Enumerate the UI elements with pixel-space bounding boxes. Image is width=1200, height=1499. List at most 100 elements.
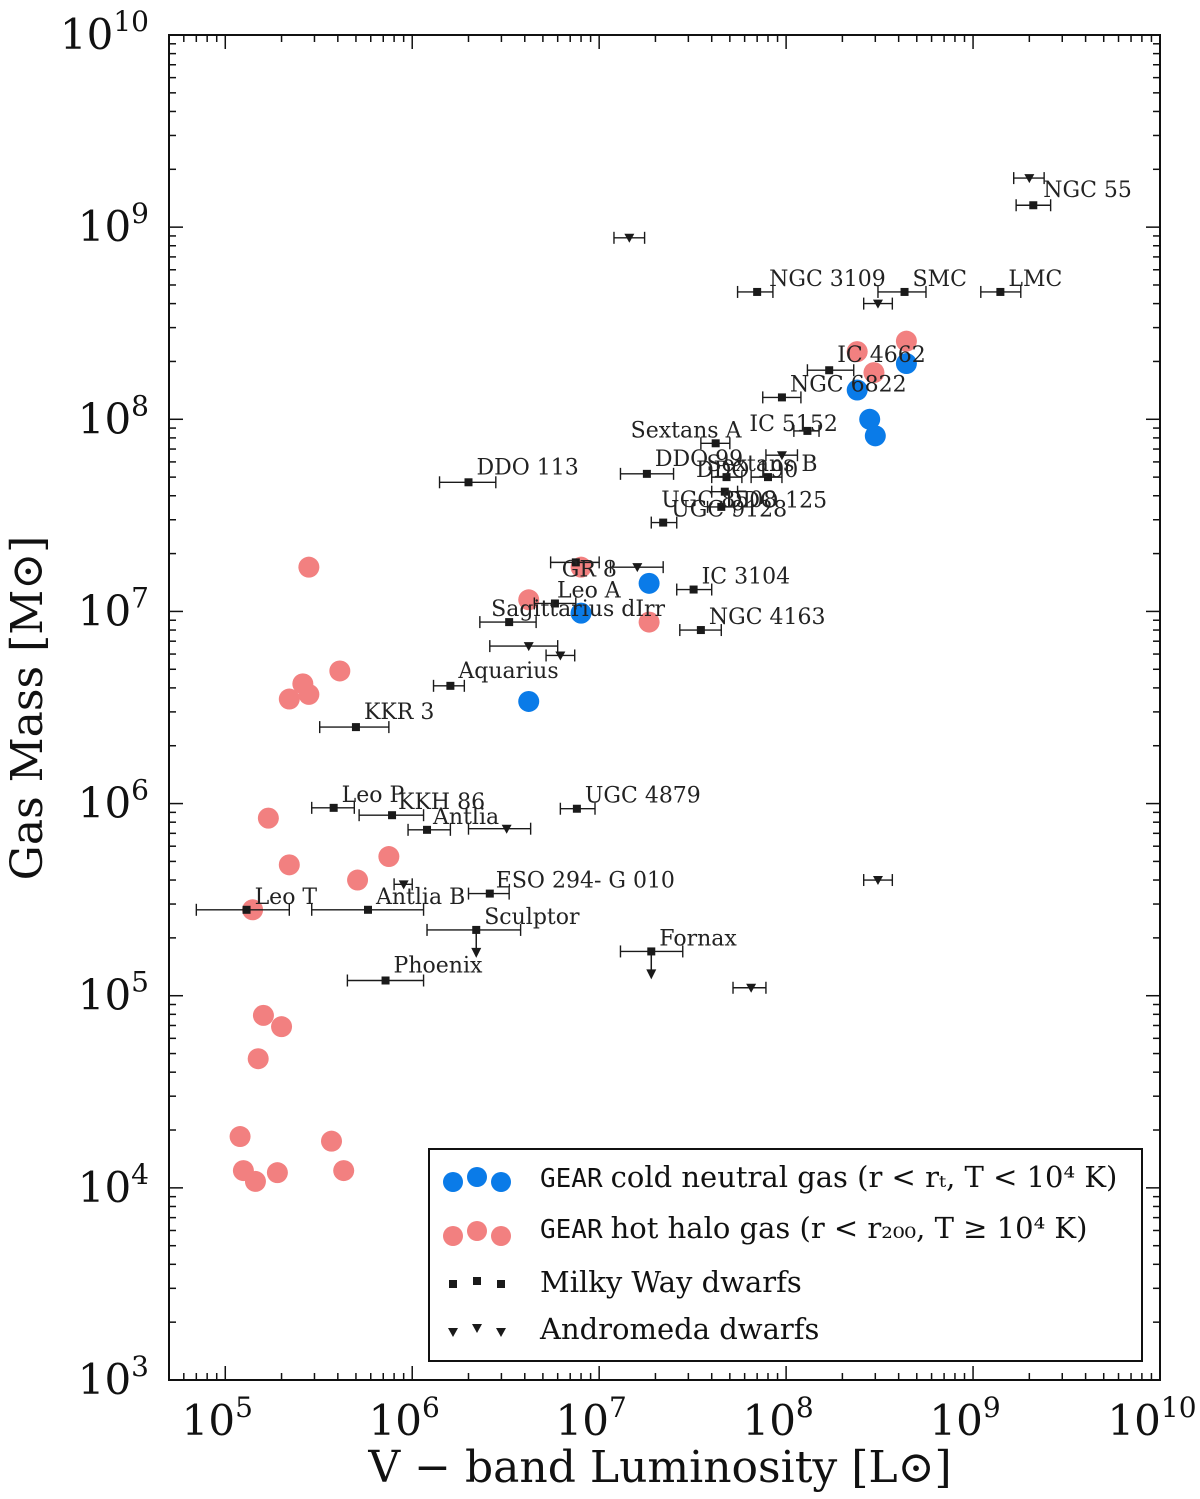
y-tick-label-exp: 5 [131, 966, 149, 999]
galaxy-label: Leo T [255, 885, 318, 910]
cold-gas-point [859, 408, 881, 430]
hot-gas-point [298, 683, 320, 705]
x-tick-label: 1010 [1107, 1391, 1196, 1445]
galaxy-label: KKR 3 [364, 700, 434, 725]
hot-gas-point [278, 854, 300, 876]
legend-cold-desc: cold neutral gas (r < rₜ, T < 10⁴ K) [611, 1160, 1118, 1194]
upper-limit-arrowhead [471, 947, 482, 958]
legend-mw-marker [473, 1277, 481, 1285]
mw-dwarf-point [711, 439, 720, 448]
x-tick-label-exp: 10 [1161, 1391, 1197, 1424]
y-tick-label-exp: 8 [131, 389, 149, 422]
y-tick-label: 108 [78, 389, 149, 443]
galaxy-label: Sextans A [631, 418, 743, 443]
m31-dwarf-point [501, 824, 512, 834]
cold-gas-point [846, 379, 868, 401]
mw-dwarf-point [753, 287, 762, 296]
mw-dwarf-point [1029, 201, 1038, 210]
galaxy-label: Aquarius [457, 659, 558, 684]
y-tick-label: 1010 [60, 5, 149, 59]
mw-dwarf-point [485, 889, 494, 898]
mw-dwarf-point [381, 976, 390, 985]
point-labels: Leo P Leo T Sculptor Fornax LMC SMC NGC 55 NGC … [255, 178, 1132, 978]
y-tick-label: 107 [78, 581, 149, 635]
galaxy-label: Sextans B [707, 452, 818, 477]
hot-gas-point [247, 1048, 269, 1070]
hot-gas-point [257, 807, 279, 829]
mw-dwarf-point [803, 426, 812, 435]
mw-dwarf-point [659, 518, 668, 527]
x-tick-label: 107 [556, 1391, 627, 1445]
y-tick-label-base: 10 [78, 779, 131, 828]
x-tick-label-exp: 9 [983, 1391, 1001, 1424]
m31-dwarf-point [1024, 174, 1035, 184]
galaxy-label: DDO 99 [655, 447, 743, 472]
mw-dwarf-point [505, 618, 514, 627]
mw-dwarf-point [388, 811, 397, 820]
x-tick-label-base: 10 [556, 1396, 609, 1445]
x-tick-label-base: 10 [369, 1396, 422, 1445]
legend-cold-text: GEAR cold neutral gas (r < rₜ, T < 10⁴ K) [540, 1160, 1117, 1194]
galaxy-label: NGC 4163 [709, 605, 826, 630]
y-tick-label-base: 10 [60, 10, 113, 59]
hot-gas-point [244, 1170, 266, 1192]
legend-hot-desc: hot halo gas (r < r₂₀₀, T ≥ 10⁴ K) [611, 1211, 1088, 1245]
cold-gas-point [864, 425, 886, 447]
y-tick-label-exp: 10 [113, 5, 149, 38]
legend-m31-text: Andromeda dwarfs [539, 1312, 819, 1346]
mw-dwarf-point [572, 804, 581, 813]
hot-gas-point [278, 688, 300, 710]
m31-dwarf-point [523, 642, 534, 652]
mw-dwarf-point [642, 469, 651, 478]
y-tick-label-base: 10 [78, 394, 131, 443]
cold-gas-point [895, 353, 917, 375]
galaxy-label: KKH 86 [398, 790, 485, 815]
galaxy-label: Antlia B [375, 885, 465, 910]
galaxy-label: Fornax [659, 926, 737, 951]
x-tick-label-base: 10 [182, 1396, 235, 1445]
hot-gas-point [347, 869, 369, 891]
cold-gas-point [518, 690, 540, 712]
mw-dwarf-point [900, 287, 909, 296]
axis-ticks [168, 34, 1161, 1381]
hot-gas-point [846, 341, 868, 363]
y-tick-label: 109 [78, 197, 149, 251]
mw-dwarf-point [242, 905, 251, 914]
mw-dwarf-point [825, 366, 834, 375]
data-marks [195, 172, 1052, 1192]
mw-dwarf-point [777, 393, 786, 402]
galaxy-label: Leo P [342, 783, 405, 808]
galaxy-label: Sagittarius dIrr [491, 597, 665, 622]
legend-cold-marker [467, 1167, 487, 1187]
legend-box [428, 1148, 1143, 1362]
x-tick-label: 105 [182, 1391, 253, 1445]
hot-gas-point [895, 330, 917, 352]
y-tick-label-exp: 7 [131, 581, 149, 614]
y-tick-label-base: 10 [78, 202, 131, 251]
galaxy-label: NGC 3109 [769, 267, 886, 292]
galaxy-label: IC 4662 [837, 343, 926, 368]
cold-gas-point [638, 572, 660, 594]
mw-dwarf-point [996, 287, 1005, 296]
hot-gas-point [320, 1130, 342, 1152]
hot-gas-point [266, 1162, 288, 1184]
mw-dwarf-point [571, 558, 580, 567]
mw-dwarf-point [689, 585, 698, 594]
y-tick-label-base: 10 [78, 1163, 131, 1212]
m31-dwarf-point [555, 651, 566, 661]
legend-hot-marker [467, 1221, 487, 1241]
galaxy-label: Phoenix [394, 954, 483, 979]
x-tick-label-base: 10 [929, 1396, 982, 1445]
legend-mw-text: Milky Way dwarfs [540, 1265, 802, 1299]
x-tick-label-exp: 6 [422, 1391, 440, 1424]
mw-dwarf-point [351, 723, 360, 732]
legend-hot-text: GEAR hot halo gas (r < r₂₀₀, T ≥ 10⁴ K) [540, 1211, 1087, 1245]
legend: GEAR cold neutral gas (r < rₜ, T < 10⁴ K)… [428, 1148, 1143, 1362]
m31-dwarf-point [746, 983, 757, 993]
y-tick-label: 104 [78, 1158, 149, 1212]
galaxy-label: DDO 113 [476, 455, 578, 480]
y-tick-label: 105 [78, 966, 149, 1020]
m31-dwarf-point [872, 876, 883, 886]
galaxy-label: GR 8 [562, 557, 617, 582]
